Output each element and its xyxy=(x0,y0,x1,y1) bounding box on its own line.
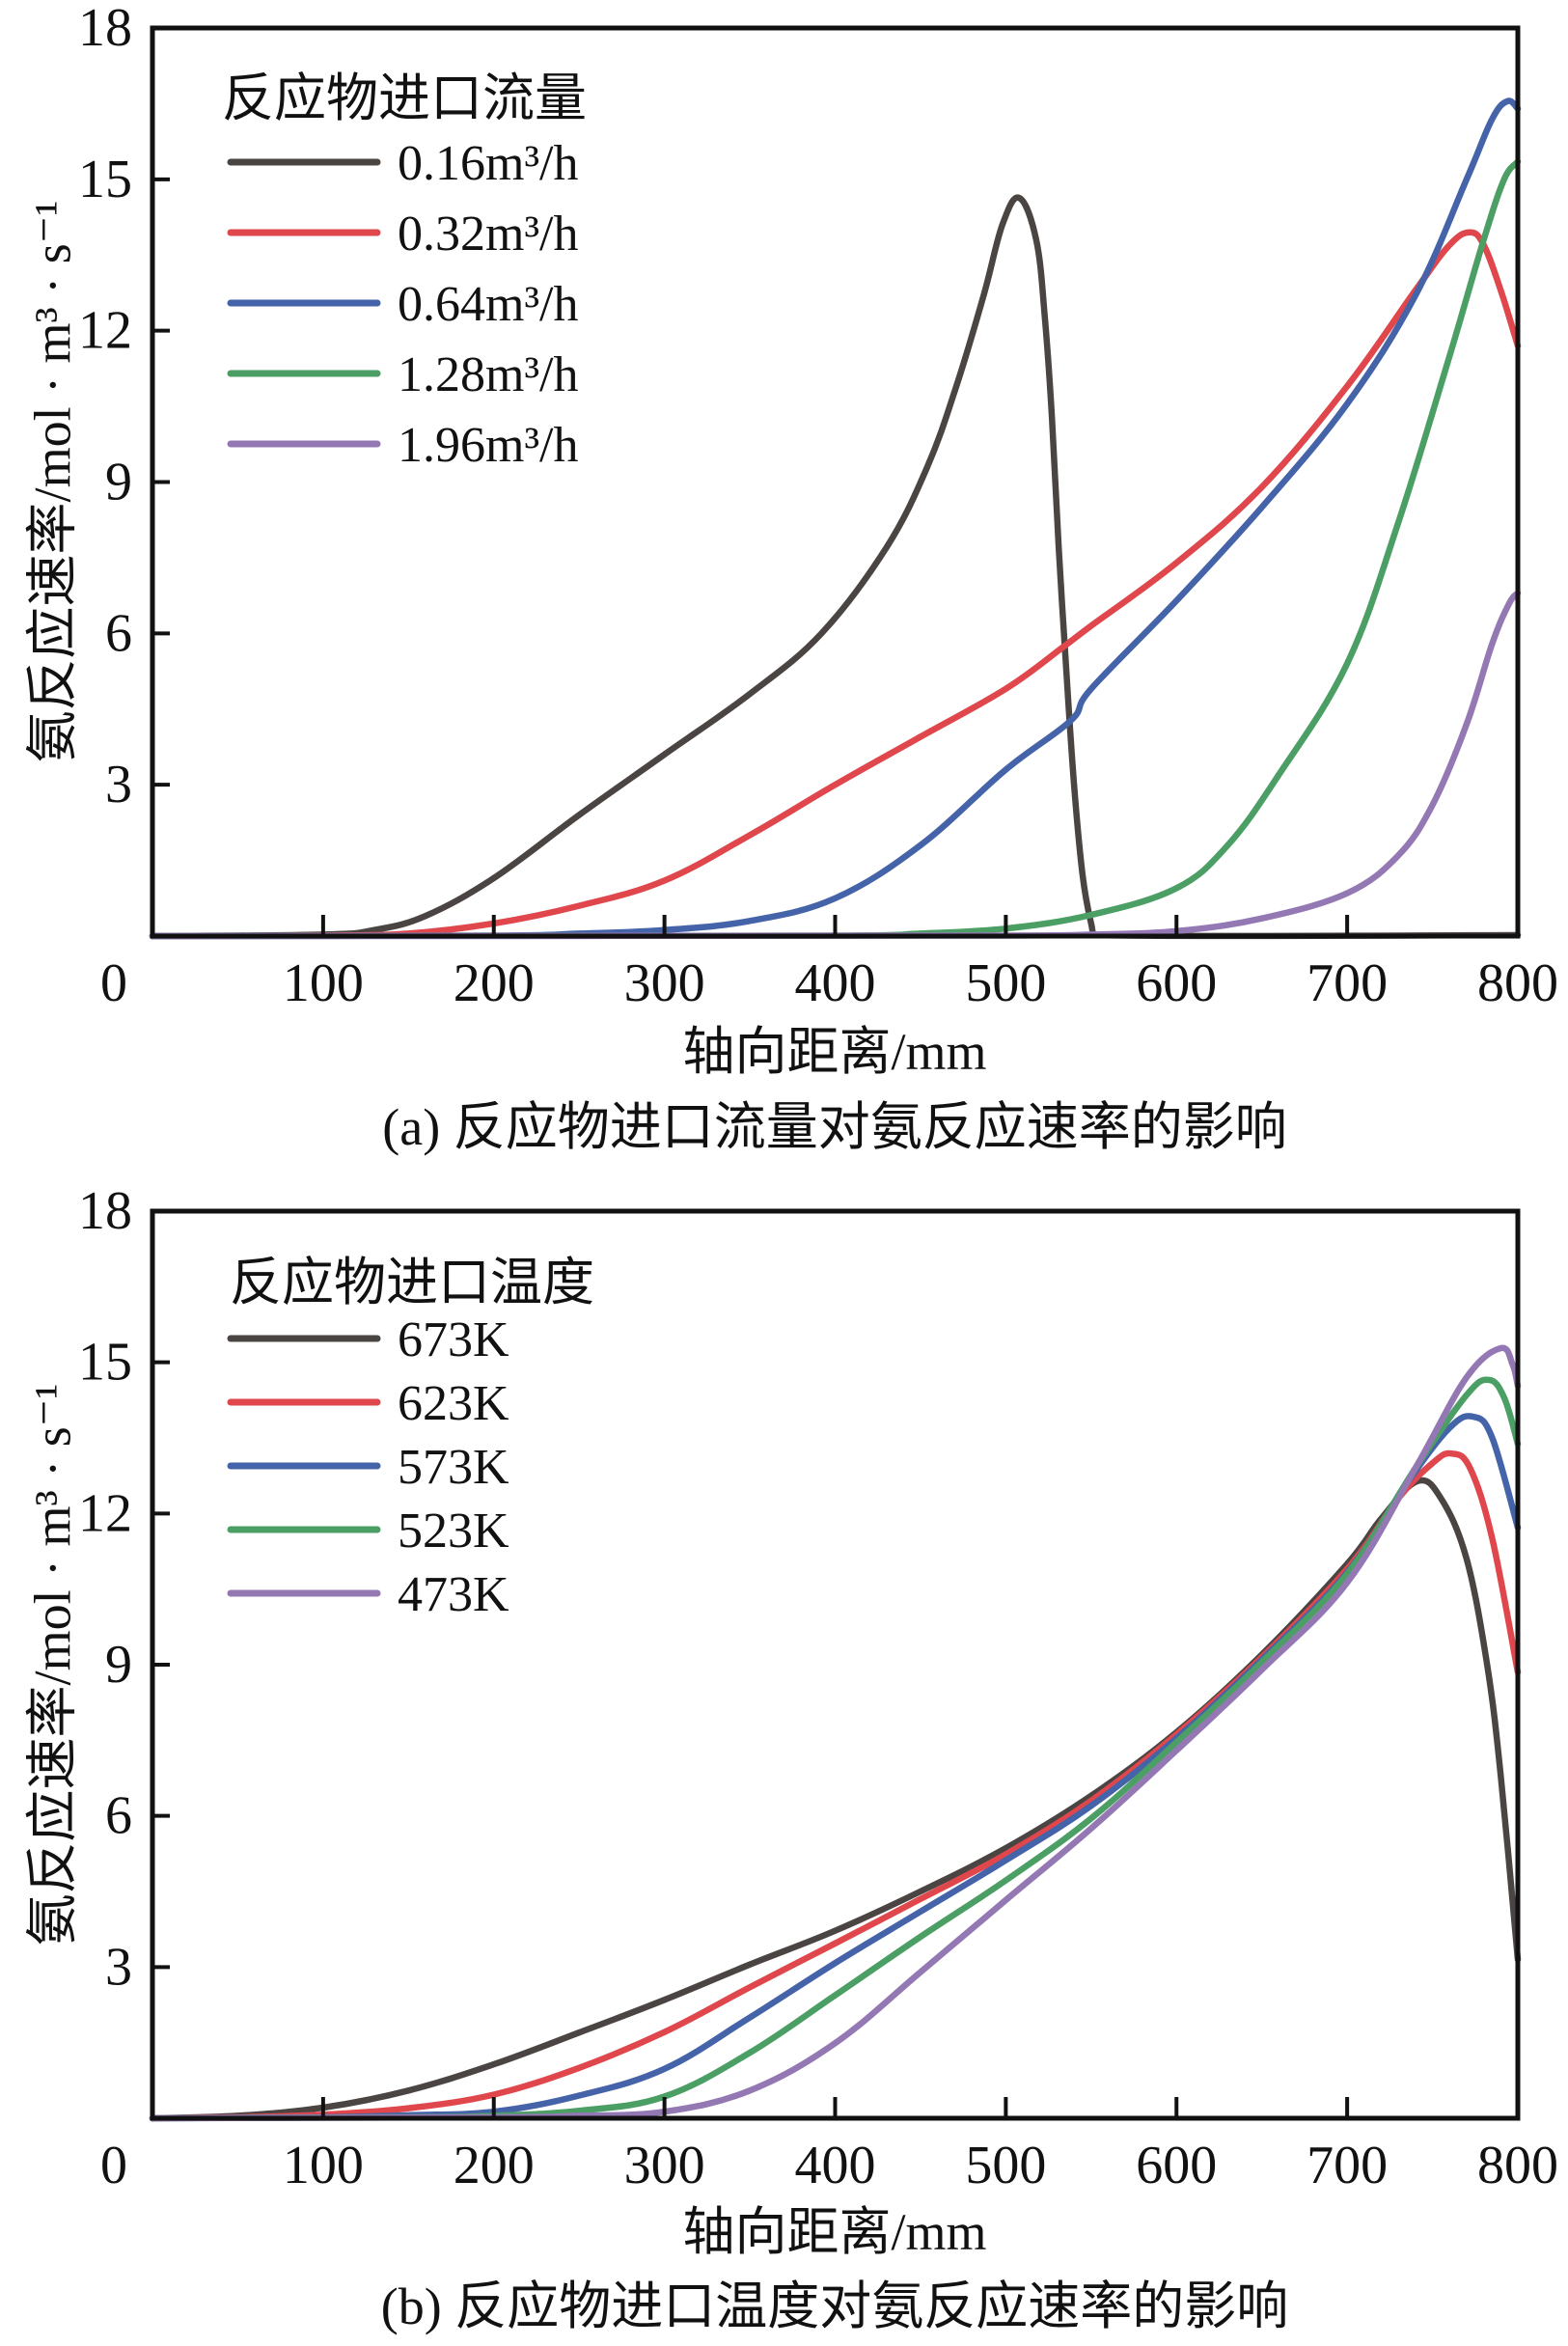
x-tick-label: 200 xyxy=(454,2136,535,2195)
legend-item: 0.32m³/h xyxy=(227,207,578,262)
x-tick-label: 100 xyxy=(283,953,364,1013)
x-tick-label: 200 xyxy=(454,953,535,1013)
y-tick-label: 15 xyxy=(78,1333,132,1393)
legend-item: 623K xyxy=(227,1376,509,1431)
y-tick-label: 3 xyxy=(105,755,132,814)
x-tick-label: 800 xyxy=(1477,953,1558,1013)
x-tick-label: 600 xyxy=(1136,2136,1217,2195)
legend-b: 反应物进口温度 673K 623K 573K 523K 473K xyxy=(227,1254,594,1622)
ticks-a xyxy=(152,177,1350,936)
legend-item: 573K xyxy=(227,1440,509,1495)
caption-b: (b) 反应物进口温度对氨反应速率的影响 xyxy=(381,2277,1288,2335)
x-tick-label: 700 xyxy=(1307,2136,1388,2195)
series-line-a-0 xyxy=(149,194,1522,940)
legend-label: 523K xyxy=(398,1504,509,1559)
y-axis-label-a: 氨反应速率/mol · m³ · s⁻¹ xyxy=(23,201,81,763)
x-tick-label: 300 xyxy=(624,2136,705,2195)
series-line-b-0 xyxy=(149,1477,1522,2122)
x-tick-label: 100 xyxy=(283,2136,364,2195)
legend-item: 1.96m³/h xyxy=(227,418,578,473)
plot-frame-b xyxy=(150,1208,1521,2121)
series-line-a-2 xyxy=(149,97,1522,940)
x-tick-label: 600 xyxy=(1136,953,1217,1013)
legend-label: 473K xyxy=(398,1567,509,1622)
y-tick-label: 12 xyxy=(78,301,132,361)
y-tick-label: 9 xyxy=(105,1635,132,1695)
x-tick-label: 0 xyxy=(100,2136,127,2195)
series-layer-a xyxy=(149,97,1522,940)
chart-panel-b: 0 100 200 300 400 500 600 700 800 3 6 9 12 15 18 氨反应速率… xyxy=(23,1181,1558,2335)
legend-label: 0.32m³/h xyxy=(398,207,578,262)
legend-label: 1.28m³/h xyxy=(398,347,578,402)
legend-title-a: 反应物进口流量 xyxy=(222,69,587,127)
legend-item: 1.28m³/h xyxy=(227,347,578,402)
x-tick-label: 500 xyxy=(965,953,1046,1013)
series-layer-b xyxy=(149,1344,1522,2122)
x-tick-label: 400 xyxy=(795,2136,876,2195)
y-tick-label: 12 xyxy=(78,1483,132,1543)
y-tick-label: 9 xyxy=(105,453,132,512)
x-tick-label: 500 xyxy=(965,2136,1046,2195)
x-axis-label-b: 轴向距离/mm xyxy=(682,2203,986,2261)
x-tick-label: 400 xyxy=(795,953,876,1013)
series-line-b-2 xyxy=(149,1413,1522,2122)
series-line-a-1 xyxy=(149,229,1522,940)
legend-item: 523K xyxy=(227,1504,509,1559)
x-tick-label: 700 xyxy=(1307,953,1388,1013)
tick-labels-a: 0 100 200 300 400 500 600 700 800 3 6 9 12 15 18 xyxy=(78,0,1558,1013)
tick-labels-b: 0 100 200 300 400 500 600 700 800 3 6 9 12 15 18 xyxy=(78,1181,1558,2195)
legend-label: 1.96m³/h xyxy=(398,418,578,473)
x-tick-label: 300 xyxy=(624,953,705,1013)
legend-label: 623K xyxy=(398,1376,509,1431)
series-line-b-3 xyxy=(149,1376,1522,2122)
series-line-b-4 xyxy=(149,1344,1522,2122)
legend-a: 反应物进口流量 0.16m³/h 0.32m³/h 0.64m³/h 1.28m³/h… xyxy=(222,69,587,473)
y-tick-label: 15 xyxy=(78,150,132,209)
x-axis-label-a: 轴向距离/mm xyxy=(682,1023,986,1081)
y-tick-label: 18 xyxy=(78,0,132,58)
legend-label: 0.64m³/h xyxy=(398,277,578,332)
series-line-a-4 xyxy=(149,590,1522,940)
y-axis-label-b: 氨反应速率/mol · m³ · s⁻¹ xyxy=(23,1384,81,1946)
caption-a: (a) 反应物进口流量对氨反应速率的影响 xyxy=(382,1098,1286,1156)
legend-label: 573K xyxy=(398,1440,509,1495)
legend-label: 673K xyxy=(398,1312,509,1367)
chart-panel-a: 0 100 200 300 400 500 600 700 800 3 6 9 12 15 18 氨反应速率… xyxy=(23,0,1558,1156)
legend-item: 0.16m³/h xyxy=(227,136,578,191)
y-tick-label: 6 xyxy=(105,603,132,663)
ticks-b xyxy=(152,1360,1350,2118)
legend-item: 673K xyxy=(227,1312,509,1367)
series-line-a-3 xyxy=(149,158,1522,940)
x-tick-label: 800 xyxy=(1477,2136,1558,2195)
x-tick-label: 0 xyxy=(100,953,127,1013)
y-tick-label: 3 xyxy=(105,1937,132,1997)
y-tick-label: 6 xyxy=(105,1786,132,1846)
legend-item: 473K xyxy=(227,1567,509,1622)
legend-item: 0.64m³/h xyxy=(227,277,578,332)
y-tick-label: 18 xyxy=(78,1181,132,1241)
series-line-b-1 xyxy=(149,1449,1522,2122)
legend-title-b: 反应物进口温度 xyxy=(230,1254,594,1311)
legend-label: 0.16m³/h xyxy=(398,136,578,191)
